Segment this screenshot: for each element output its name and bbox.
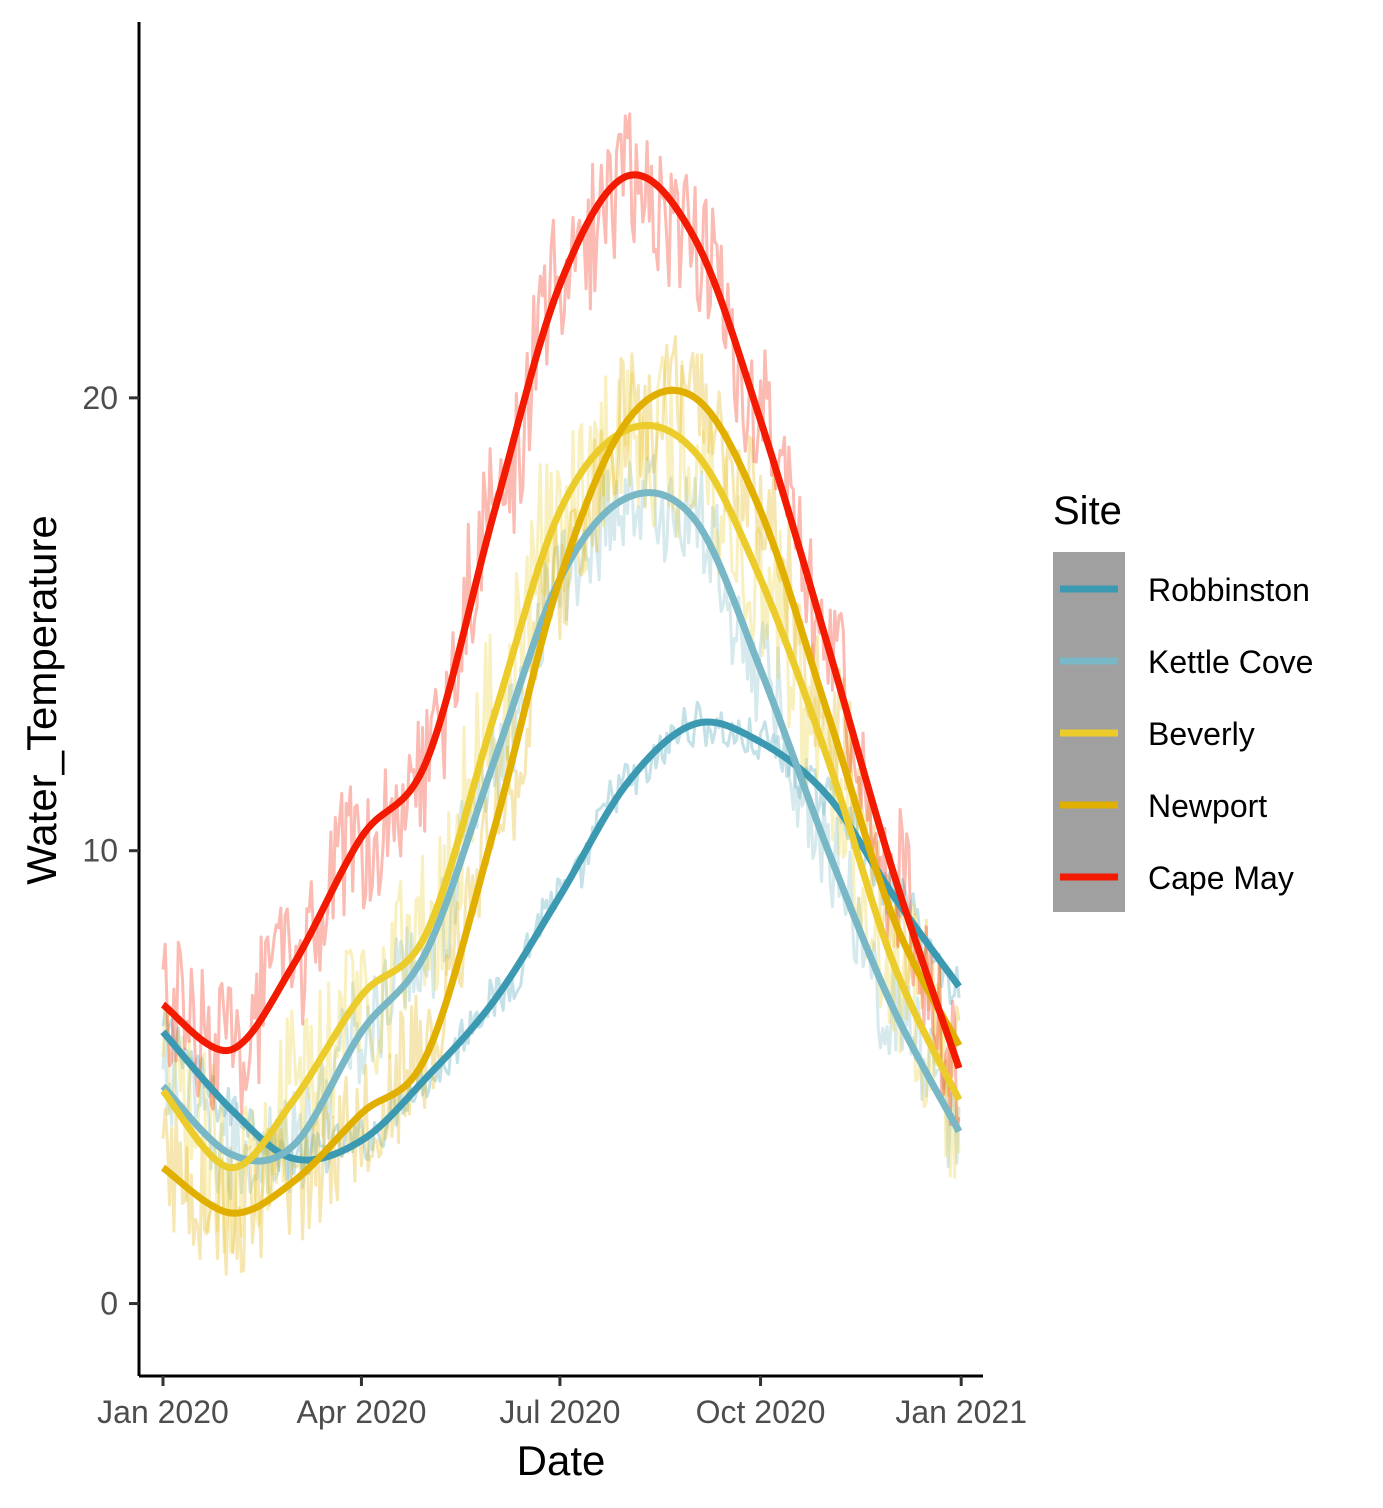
x-tick-label: Apr 2020 — [297, 1394, 427, 1430]
x-ticks: Jan 2020 Apr 2020 Jul 2020 Oct 2020 Jan 2021 — [97, 1376, 1027, 1430]
x-tick-label: Jan 2020 — [97, 1394, 229, 1430]
smooth-series-newport — [160, 386, 963, 1217]
legend-label-beverly: Beverly — [1148, 716, 1255, 752]
legend-label-cape-may: Cape May — [1148, 860, 1294, 896]
y-tick-label: 10 — [82, 833, 118, 869]
x-axis-title: Date — [517, 1437, 606, 1484]
x-tick-label: Jul 2020 — [499, 1394, 620, 1430]
smooth-series-cape-may — [160, 171, 963, 1070]
legend-label-kettle-cove: Kettle Cove — [1148, 644, 1313, 680]
legend: Site Robbinston Kettle Cove Beverly Newport… — [1053, 489, 1313, 912]
legend-label-newport: Newport — [1148, 788, 1267, 824]
y-axis-title: Water_Temperature — [18, 515, 65, 885]
y-tick-label: 20 — [82, 380, 118, 416]
smooth-series-robbinston — [160, 718, 962, 1164]
legend-items: Robbinston Kettle Cove Beverly Newport Cape … — [1060, 572, 1313, 896]
smooth-line-layer — [160, 171, 963, 1217]
x-tick-label: Jan 2021 — [895, 1394, 1027, 1430]
x-tick-label: Oct 2020 — [696, 1394, 826, 1430]
legend-label-robbinston: Robbinston — [1148, 572, 1310, 608]
y-ticks: 0 10 20 — [82, 380, 139, 1322]
legend-title: Site — [1053, 489, 1122, 533]
y-tick-label: 0 — [100, 1286, 118, 1322]
smooth-series-beverly — [160, 421, 963, 1172]
